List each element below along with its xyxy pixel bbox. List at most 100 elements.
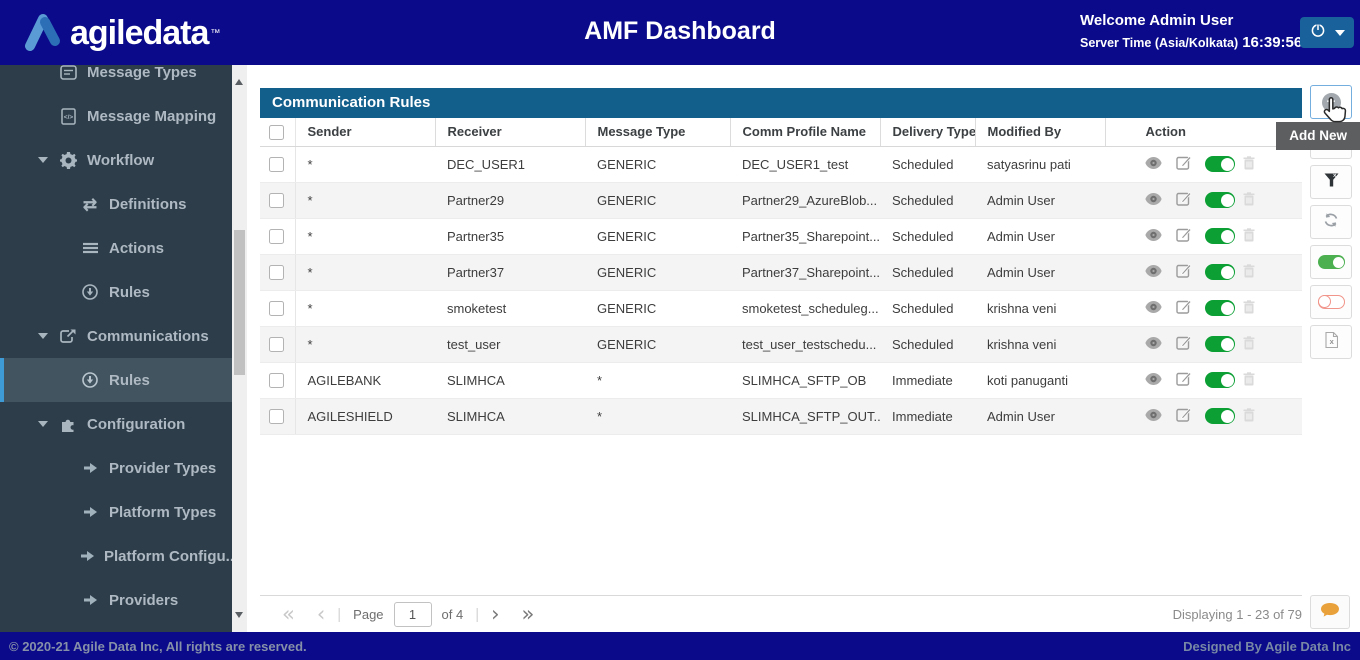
cell-delivery-type: Scheduled — [880, 182, 975, 219]
view-icon[interactable] — [1145, 336, 1162, 352]
edit-icon[interactable] — [1175, 227, 1192, 245]
sidebar-item-label: Platform Configu... — [104, 547, 232, 565]
view-icon[interactable] — [1145, 372, 1162, 388]
edit-icon[interactable] — [1175, 299, 1192, 317]
delete-icon[interactable] — [1243, 407, 1255, 425]
delete-icon[interactable] — [1243, 263, 1255, 281]
sidebar-item-definitions[interactable]: ⇄ Definitions — [0, 182, 232, 226]
view-icon[interactable] — [1145, 228, 1162, 244]
row-checkbox[interactable] — [269, 229, 284, 245]
sidebar-scrollbar[interactable] — [232, 65, 247, 632]
view-icon[interactable] — [1145, 264, 1162, 280]
row-checkbox[interactable] — [269, 337, 284, 353]
edit-icon[interactable] — [1175, 263, 1192, 281]
sidebar-item-workflow-rules[interactable]: Rules — [0, 270, 232, 314]
scrollbar-thumb[interactable] — [234, 230, 245, 375]
col-header-sender[interactable]: Sender — [295, 118, 436, 147]
sidebar-item-message-types[interactable]: Message Types — [0, 65, 232, 94]
row-checkbox[interactable] — [269, 193, 284, 209]
sidebar-item-configuration[interactable]: Configuration — [0, 402, 232, 446]
chat-button[interactable] — [1310, 595, 1350, 629]
row-checkbox[interactable] — [269, 373, 284, 389]
sidebar-item-label: Definitions — [109, 195, 187, 213]
sidebar-item-actions[interactable]: Actions — [0, 226, 232, 270]
disable-selected-button[interactable] — [1310, 285, 1352, 319]
sidebar-item-label: Provider Types — [109, 459, 217, 477]
status-toggle-on[interactable] — [1205, 228, 1236, 244]
enable-selected-button[interactable] — [1310, 245, 1352, 279]
refresh-button[interactable] — [1310, 205, 1352, 239]
cell-comm-profile: test_user_testschedu... — [730, 326, 880, 363]
page-count-label: of 4 — [441, 606, 464, 622]
delete-icon[interactable] — [1243, 227, 1255, 245]
delete-icon[interactable] — [1243, 335, 1255, 353]
status-toggle-on[interactable] — [1205, 156, 1236, 172]
row-checkbox[interactable] — [269, 265, 284, 281]
sidebar-item-platform-types[interactable]: Platform Types — [0, 490, 232, 534]
delete-icon[interactable] — [1243, 155, 1255, 173]
view-icon[interactable] — [1145, 192, 1162, 208]
select-all-checkbox[interactable] — [269, 124, 284, 140]
next-page-button[interactable]: › — [491, 602, 500, 626]
arrow-right-icon — [80, 462, 100, 474]
first-page-button[interactable]: « — [282, 602, 295, 626]
chevron-down-icon — [38, 421, 48, 427]
svg-text:x: x — [1329, 337, 1334, 346]
row-checkbox[interactable] — [269, 409, 284, 425]
account-menu-button[interactable] — [1300, 17, 1354, 48]
communication-rules-table: Sender Receiver Message Type Comm Profil… — [260, 118, 1302, 435]
delete-icon[interactable] — [1243, 299, 1255, 317]
scroll-down-arrow-icon[interactable] — [235, 612, 243, 618]
agiledata-logo[interactable]: agiledata ™ — [22, 10, 220, 57]
status-toggle-on[interactable] — [1205, 192, 1236, 208]
edit-icon[interactable] — [1175, 371, 1192, 389]
cell-message-type: * — [585, 362, 730, 399]
sidebar-item-message-mapping[interactable]: </> Message Mapping — [0, 94, 232, 138]
sidebar-item-communications-rules[interactable]: Rules — [0, 358, 232, 402]
cell-receiver: Partner35 — [435, 218, 585, 255]
cell-comm-profile: smoketest_scheduleg... — [730, 290, 880, 327]
sidebar-item-label: Message Mapping — [87, 107, 217, 125]
edit-icon[interactable] — [1175, 191, 1192, 209]
col-header-receiver[interactable]: Receiver — [435, 118, 586, 147]
view-icon[interactable] — [1145, 300, 1162, 316]
refresh-icon — [1323, 212, 1339, 233]
status-toggle-on[interactable] — [1205, 264, 1236, 280]
export-excel-button[interactable]: x — [1310, 325, 1352, 359]
chevron-down-icon — [38, 333, 48, 339]
row-checkbox[interactable] — [269, 157, 284, 173]
col-header-delivery-type[interactable]: Delivery Type — [880, 118, 976, 147]
col-header-comm-profile[interactable]: Comm Profile Name — [730, 118, 881, 147]
sidebar-item-provider-types[interactable]: Provider Types — [0, 446, 232, 490]
col-header-modified-by[interactable]: Modified By — [975, 118, 1106, 147]
filter-icon: × — [1324, 173, 1339, 192]
view-icon[interactable] — [1145, 156, 1162, 172]
last-page-button[interactable]: » — [521, 602, 535, 626]
sidebar-item-communications[interactable]: Communications — [0, 314, 232, 358]
sidebar-item-platform-configuration[interactable]: Platform Configu... — [0, 534, 232, 578]
status-toggle-on[interactable] — [1205, 408, 1236, 424]
page-input[interactable] — [393, 601, 432, 627]
previous-page-button[interactable]: ‹ — [316, 602, 326, 626]
designed-by-text: Designed By Agile Data Inc — [1183, 638, 1351, 654]
delete-icon[interactable] — [1243, 371, 1255, 389]
col-header-message-type[interactable]: Message Type — [585, 118, 731, 147]
sidebar-item-workflow[interactable]: Workflow — [0, 138, 232, 182]
row-checkbox[interactable] — [269, 301, 284, 317]
edit-icon[interactable] — [1175, 407, 1192, 425]
status-toggle-on[interactable] — [1205, 300, 1236, 316]
cell-sender: * — [295, 290, 435, 327]
cell-receiver: smoketest — [435, 290, 585, 327]
edit-icon[interactable] — [1175, 335, 1192, 353]
scroll-up-arrow-icon[interactable] — [235, 79, 243, 85]
table-row: * test_user GENERIC test_user_testschedu… — [260, 326, 1302, 363]
table-row: AGILEBANK SLIMHCA * SLIMHCA_SFTP_OB Imme… — [260, 362, 1302, 399]
filter-button[interactable]: × — [1310, 165, 1352, 199]
status-toggle-on[interactable] — [1205, 336, 1236, 352]
sidebar-item-providers[interactable]: Providers — [0, 578, 232, 622]
status-toggle-on[interactable] — [1205, 372, 1236, 388]
delete-icon[interactable] — [1243, 191, 1255, 209]
edit-icon[interactable] — [1175, 155, 1192, 173]
view-icon[interactable] — [1145, 408, 1162, 424]
